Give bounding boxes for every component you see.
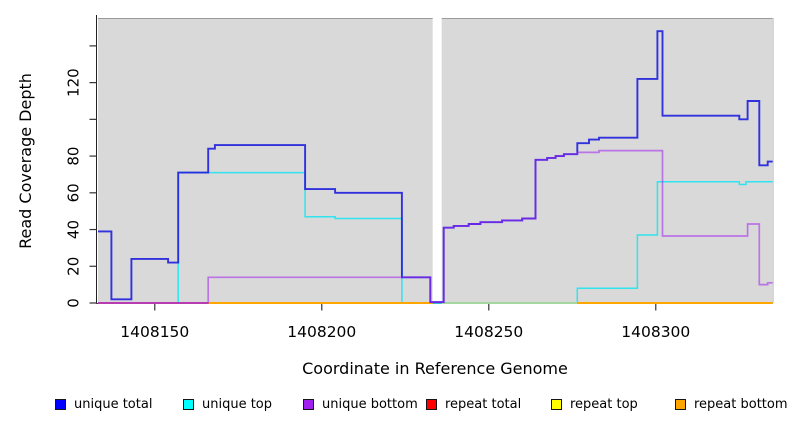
legend-label: repeat total [445, 397, 522, 412]
legend-label: unique bottom [322, 397, 418, 412]
y-tick-label: 80 [65, 147, 83, 166]
legend-item-unique-top: unique top [183, 397, 272, 412]
legend-item-repeat-total: repeat total [426, 397, 521, 412]
legend-label: unique total [74, 397, 153, 412]
y-tick-label: 60 [65, 183, 83, 202]
plot-panel-right [441, 17, 773, 304]
legend-label: repeat bottom [694, 397, 788, 412]
legend-swatch-unique-bottom [303, 399, 314, 410]
legend-swatch-repeat-bottom [675, 399, 686, 410]
y-tick-label: 20 [65, 257, 83, 276]
y-tick-label: 120 [65, 68, 83, 97]
x-tick-label: 1408200 [287, 323, 356, 341]
x-tick-label: 1408250 [454, 323, 523, 341]
x-tick-label: 1408300 [621, 323, 690, 341]
x-tick-label: 1408150 [120, 323, 189, 341]
legend-swatch-unique-total [55, 399, 66, 410]
coverage-plot-canvas: 0 20 40 60 80 120 1408150 1408200 1408250 1408300… [16, 14, 774, 378]
legend: unique total unique top unique bottom repea… [0, 397, 792, 419]
legend-item-unique-bottom: unique bottom [303, 397, 418, 412]
legend-swatch-repeat-top [551, 399, 562, 410]
y-axis-title: Read Coverage Depth [16, 73, 35, 249]
legend-item-repeat-bottom: repeat bottom [675, 397, 788, 412]
legend-item-repeat-top: repeat top [551, 397, 638, 412]
legend-item-unique-total: unique total [55, 397, 152, 412]
legend-swatch-unique-top [183, 399, 194, 410]
legend-swatch-repeat-total [426, 399, 437, 410]
plot-panels [98, 17, 774, 304]
plot-series [98, 30, 773, 304]
series-unique-bottom [98, 149, 773, 304]
x-axis-title: Coordinate in Reference Genome [302, 359, 568, 378]
y-tick-label: 40 [65, 220, 83, 239]
legend-label: unique top [202, 397, 273, 412]
legend-label: repeat top [570, 397, 638, 412]
y-tick-label: 0 [65, 298, 83, 308]
plot-panel-left [98, 17, 433, 304]
